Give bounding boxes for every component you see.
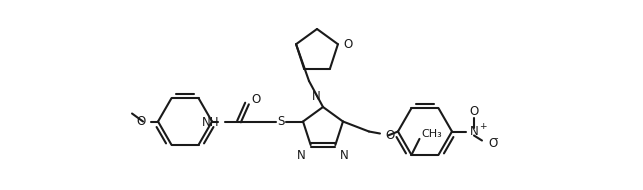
Text: O: O bbox=[251, 93, 260, 106]
Text: O: O bbox=[488, 137, 497, 150]
Text: –: – bbox=[494, 134, 498, 143]
Text: CH₃: CH₃ bbox=[421, 129, 442, 139]
Text: O: O bbox=[343, 38, 352, 51]
Text: O: O bbox=[137, 115, 146, 128]
Text: O: O bbox=[469, 105, 478, 118]
Text: S: S bbox=[277, 115, 285, 128]
Text: N: N bbox=[340, 149, 349, 162]
Text: O: O bbox=[385, 129, 394, 142]
Text: N: N bbox=[312, 90, 321, 103]
Text: N: N bbox=[469, 125, 478, 138]
Text: +: + bbox=[479, 122, 487, 131]
Text: NH: NH bbox=[201, 116, 219, 129]
Text: N: N bbox=[297, 149, 305, 162]
